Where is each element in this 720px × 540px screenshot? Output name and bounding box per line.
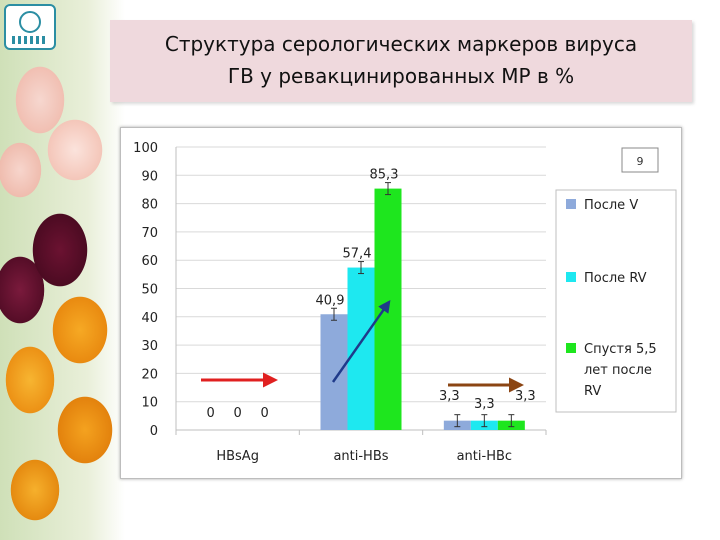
y-tick-label: 10 — [141, 396, 158, 411]
university-logo — [4, 4, 56, 50]
bar — [347, 267, 375, 430]
slide-number-box — [621, 147, 659, 173]
legend-swatch — [566, 343, 576, 353]
data-label: 85,3 — [370, 168, 399, 183]
y-tick-label: 80 — [141, 198, 158, 213]
slide-title-line-1: Структура серологических маркеров вируса — [164, 32, 638, 56]
data-label: 0 — [234, 406, 242, 421]
legend-label: После RV — [584, 271, 647, 286]
y-tick-label: 40 — [141, 311, 158, 326]
data-label: 40,9 — [316, 293, 345, 308]
data-label: 3,3 — [515, 389, 536, 404]
y-tick-label: 50 — [141, 283, 158, 298]
x-tick-label: HBsAg — [216, 449, 259, 464]
y-tick-label: 100 — [133, 141, 158, 156]
legend-label: После V — [584, 198, 638, 213]
legend-swatch — [566, 272, 576, 282]
legend-label: лет после — [584, 363, 652, 378]
x-tick-label: anti-HBs — [333, 449, 388, 464]
slide-title-box: Структура серологических маркеров вируса… — [110, 20, 692, 102]
x-tick-label: anti-HBc — [457, 449, 512, 464]
y-tick-label: 0 — [150, 424, 158, 439]
y-tick-label: 70 — [141, 226, 158, 241]
logo-emblem-icon — [19, 10, 41, 33]
data-label: 3,3 — [439, 389, 460, 404]
data-label: 0 — [207, 406, 215, 421]
y-tick-label: 90 — [141, 169, 158, 184]
data-label: 0 — [261, 406, 269, 421]
legend-label: RV — [584, 384, 601, 399]
bar — [320, 314, 348, 430]
logo-building-icon — [12, 35, 48, 44]
trend-arrow-blue — [331, 299, 391, 383]
chart-frame: 0 10 20 30 40 50 60 70 80 90 100 0 0 0 40,9 57,4 85,3 3,… — [120, 127, 682, 479]
flower-background — [0, 0, 125, 540]
y-tick-label: 20 — [141, 367, 158, 382]
slide-number: 9 — [637, 155, 644, 168]
data-label: 57,4 — [343, 247, 372, 262]
y-tick-label: 60 — [141, 254, 158, 269]
legend-box — [555, 189, 677, 413]
data-label: 3,3 — [474, 397, 495, 412]
bar — [374, 188, 402, 430]
bar-chart: 0 10 20 30 40 50 60 70 80 90 100 0 0 0 40,9 57,4 85,3 3,… — [133, 141, 677, 464]
y-tick-label: 30 — [141, 339, 158, 354]
slide-title-line-2: ГВ у ревакцинированных МР в % — [227, 64, 575, 88]
legend-label: Спустя 5,5 — [584, 342, 657, 357]
legend-swatch — [566, 199, 576, 209]
